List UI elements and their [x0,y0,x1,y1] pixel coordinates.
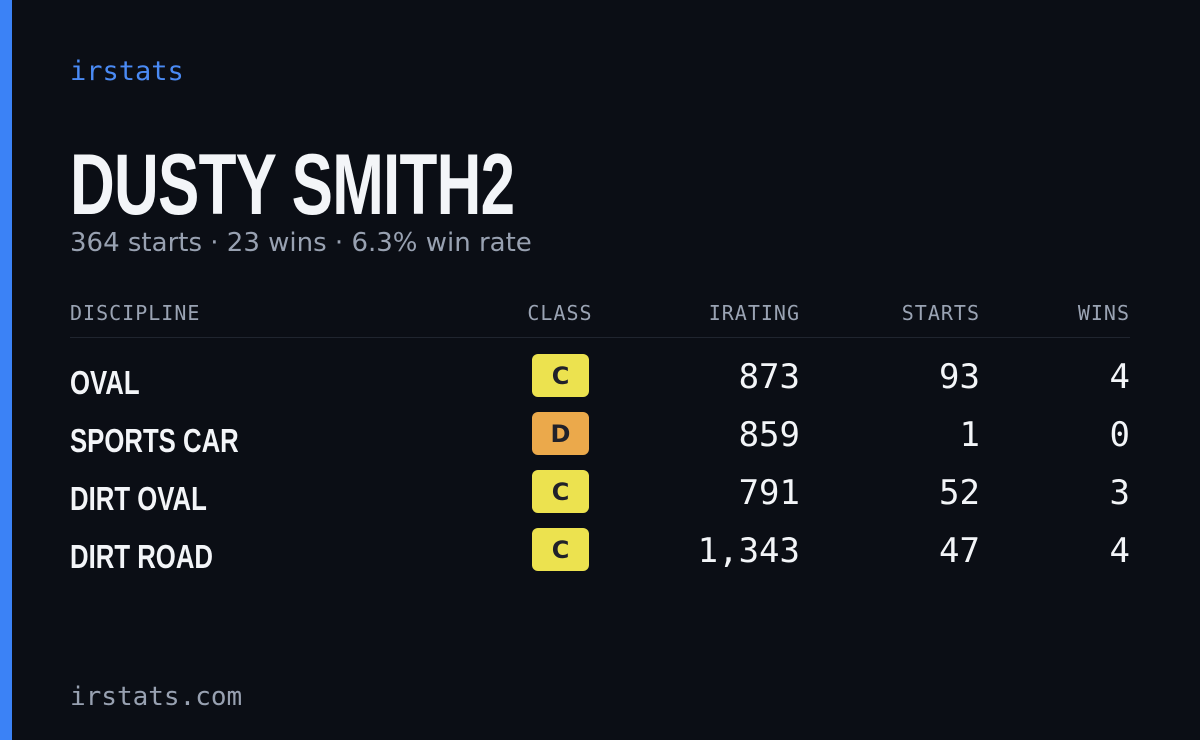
irating-value: 873 [738,357,800,397]
driver-name: DUSTY SMITH2 [70,137,515,233]
column-header: WINS [1077,301,1130,325]
starts-value: 52 [939,473,980,513]
footer-url: irstats.com [70,682,243,712]
irating-value: 791 [738,473,800,513]
discipline: DIRT OVAL [70,480,207,517]
irating-value: 1,343 [697,531,800,571]
starts-value: 1 [959,415,980,455]
discipline: OVAL [70,364,140,401]
summary: 364 starts · 23 wins · 6.3% win rate [70,228,532,258]
header-rule [70,337,1130,338]
wins-value: 0 [1109,415,1130,455]
column-header: IRATING [708,301,800,325]
class-badge: D [532,412,589,455]
irating-value: 859 [738,415,800,455]
column-header: DISCIPLINE [70,301,201,325]
wins-value: 4 [1109,531,1130,571]
discipline: SPORTS CAR [70,422,239,459]
class-badge: C [532,354,589,397]
class-badge: C [532,470,589,513]
wins-value: 4 [1109,357,1130,397]
starts-value: 47 [939,531,980,571]
accent-bar [0,0,12,740]
starts-value: 93 [939,357,980,397]
column-header: STARTS [901,301,980,325]
wins-value: 3 [1109,473,1130,513]
column-header: CLASS [527,301,593,325]
class-badge: C [532,528,589,571]
discipline: DIRT ROAD [70,538,213,575]
brand: irstats [70,56,184,87]
